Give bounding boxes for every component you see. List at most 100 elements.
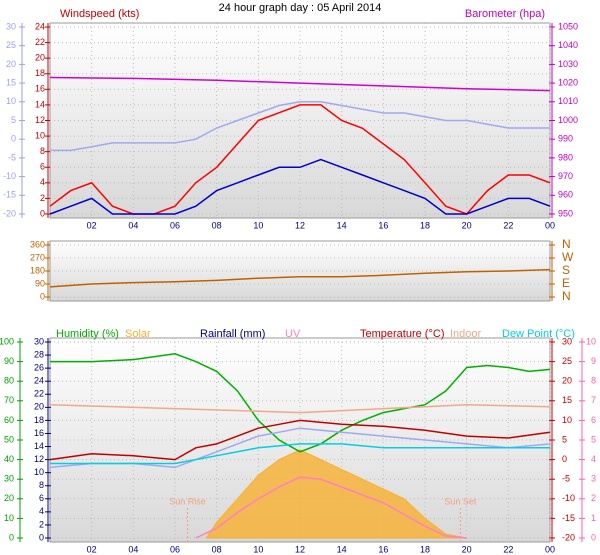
y-tick-label: 4 <box>39 506 44 516</box>
y-tick-label: 4 <box>591 454 596 464</box>
line <box>49 76 551 92</box>
line <box>49 403 551 414</box>
y-tick-label: 1 <box>591 513 596 523</box>
y-tick-label: 70 <box>4 395 14 405</box>
annotation: Sun Set <box>444 496 477 506</box>
line <box>50 101 550 152</box>
y-tick-label: 90 <box>35 278 45 288</box>
y-tick-label: 30 <box>562 336 572 346</box>
legend-entry: Humidity (%) <box>56 328 119 340</box>
x-tick-label: 14 <box>337 220 347 230</box>
y-tick-label: 28 <box>34 349 44 359</box>
y-tick-label: 1040 <box>558 40 578 50</box>
legend-entry: Solar <box>125 328 151 340</box>
y-tick-label: 14 <box>35 99 45 109</box>
line <box>49 427 551 469</box>
y-tick-label: 0 <box>11 134 16 144</box>
y-tick-label: 8 <box>39 480 44 490</box>
x-tick-label: 22 <box>503 220 513 230</box>
y-tick-label: 25 <box>562 356 572 366</box>
y-tick-label: 6 <box>40 162 45 172</box>
y-tick-label: 90 <box>4 356 14 366</box>
x-tick-label: 00 <box>545 544 555 554</box>
y-tick-label: 1020 <box>558 77 578 87</box>
y-tick-label: 40 <box>4 454 14 464</box>
y-tick-label: N <box>562 289 571 303</box>
legend-entry: UV <box>285 328 301 340</box>
y-tick-label: 22 <box>34 389 44 399</box>
line <box>195 476 467 539</box>
x-tick-label: 06 <box>170 220 180 230</box>
annotation: Sun Rise <box>169 496 206 506</box>
x-tick-label: 20 <box>462 220 472 230</box>
y-tick-label: 270 <box>30 252 45 262</box>
y-tick-label: 10 <box>34 467 44 477</box>
x-tick-label: 08 <box>212 220 222 230</box>
y-tick-label: 20 <box>4 493 14 503</box>
y-tick-label: 1000 <box>558 115 578 125</box>
y-tick-label: 24 <box>34 376 44 386</box>
y-tick-label: 4 <box>40 177 45 187</box>
y-tick-label: 15 <box>562 395 572 405</box>
y-tick-label: 15 <box>6 77 16 87</box>
x-tick-label: 06 <box>170 544 180 554</box>
y-tick-label: 0 <box>40 208 45 218</box>
y-tick-label: 20 <box>34 402 44 412</box>
axis-title: Barometer (hpa) <box>465 8 545 20</box>
legend-entry: Temperature (°C) <box>360 328 444 340</box>
y-tick-label: 12 <box>35 115 45 125</box>
y-tick-label: 8 <box>40 146 45 156</box>
y-tick-label: 2 <box>40 193 45 203</box>
y-tick-label: 60 <box>4 415 14 425</box>
line <box>49 419 551 461</box>
y-tick-label: 5 <box>591 434 596 444</box>
legend-entry: Indoor <box>450 328 482 340</box>
y-tick-label: -20 <box>562 532 575 542</box>
y-tick-label: -20 <box>3 208 16 218</box>
y-tick-label: 2 <box>591 493 596 503</box>
x-tick-label: 00 <box>545 220 555 230</box>
y-tick-label: 3 <box>591 474 596 484</box>
y-tick-label: 16 <box>34 428 44 438</box>
y-tick-label: 10 <box>562 415 572 425</box>
y-tick-label: 990 <box>558 134 573 144</box>
y-tick-label: S <box>562 263 570 277</box>
y-tick-label: W <box>562 250 574 264</box>
y-tick-label: -15 <box>562 513 575 523</box>
x-tick-label: 02 <box>87 220 97 230</box>
y-tick-label: 0 <box>40 291 45 301</box>
y-tick-label: 0 <box>9 532 14 542</box>
y-tick-label: 970 <box>558 171 573 181</box>
line <box>49 268 551 288</box>
x-tick-label: 12 <box>295 544 305 554</box>
y-tick-label: 50 <box>4 434 14 444</box>
x-tick-label: 10 <box>253 544 263 554</box>
chart-title: 24 hour graph day : 05 April 2014 <box>219 2 382 14</box>
y-tick-label: 950 <box>558 208 573 218</box>
y-tick-label: 1050 <box>558 21 578 31</box>
y-tick-label: 12 <box>34 454 44 464</box>
y-tick-label: 20 <box>35 53 45 63</box>
y-tick-label: 0 <box>562 454 567 464</box>
y-tick-label: 25 <box>6 40 16 50</box>
x-tick-label: 04 <box>128 544 138 554</box>
y-tick-label: 0 <box>591 532 596 542</box>
x-tick-label: 16 <box>378 544 388 554</box>
y-tick-label: 1030 <box>558 59 578 69</box>
y-tick-label: 16 <box>35 84 45 94</box>
axis-title: Windspeed (kts) <box>60 8 139 20</box>
y-tick-label: 1010 <box>558 96 578 106</box>
x-tick-label: 08 <box>212 544 222 554</box>
y-tick-label: 8 <box>591 376 596 386</box>
x-tick-label: 12 <box>295 220 305 230</box>
y-tick-label: 960 <box>558 190 573 200</box>
y-tick-label: 6 <box>591 415 596 425</box>
y-tick-label: -15 <box>3 190 16 200</box>
x-tick-label: 14 <box>337 544 347 554</box>
x-tick-label: 18 <box>420 544 430 554</box>
y-tick-label: 6 <box>39 493 44 503</box>
y-tick-label: 14 <box>34 441 44 451</box>
y-tick-label: 26 <box>34 363 44 373</box>
